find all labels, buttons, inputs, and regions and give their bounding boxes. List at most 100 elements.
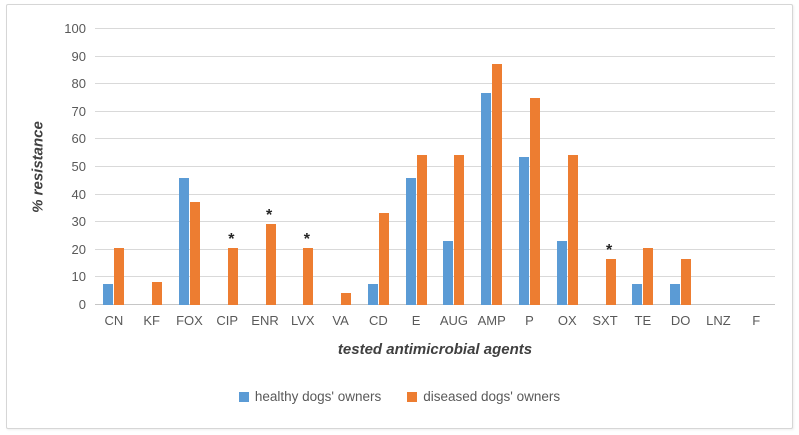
significance-asterisk-sxt: * [606, 241, 613, 259]
x-tick-label-ox: OX [557, 313, 577, 328]
bar-group-kf [133, 29, 171, 305]
bar-ox-series-0 [556, 241, 567, 305]
bar-group-p [511, 29, 549, 305]
x-axis-title: tested antimicrobial agents [337, 341, 533, 358]
x-tick-label-amp: AMP [477, 313, 506, 328]
y-tick-label-90: 90 [71, 48, 86, 64]
bar-do-series-1 [681, 258, 692, 305]
bar-cd-series-0 [367, 283, 378, 305]
bar-ox-series-1 [567, 155, 578, 305]
bar-lvx-series-1 [303, 247, 314, 305]
bar-enr-series-1 [265, 224, 276, 305]
bar-aug-series-1 [454, 155, 465, 305]
y-tick-label-70: 70 [71, 103, 86, 119]
bar-cn-series-0 [103, 283, 114, 305]
bar-va-series-1 [341, 293, 352, 305]
bar-group-fox [171, 29, 209, 305]
legend-item-0: healthy dogs' owners [238, 389, 382, 404]
x-axis-line [95, 304, 775, 305]
bar-group-va [322, 29, 360, 305]
bar-group-cn [95, 29, 133, 305]
y-tick-label-20: 20 [71, 241, 86, 257]
bar-group-te [624, 29, 662, 305]
legend-label: diseased dogs' owners [423, 389, 561, 404]
y-tick-label-0: 0 [78, 297, 86, 312]
plot-area: * * * * [95, 28, 775, 305]
x-tick-label-kf: KF [143, 313, 160, 328]
bar-group-cd [359, 29, 397, 305]
x-tick-label-f: F [752, 313, 761, 328]
bar-group-ox [548, 29, 586, 305]
significance-asterisk-lvx: * [303, 230, 311, 248]
bar-group-sxt: * [586, 29, 624, 305]
bar-sxt-series-1 [605, 258, 616, 305]
y-tick-label-50: 50 [71, 159, 86, 174]
x-tick-label-e: E [411, 313, 421, 328]
bar-fox-series-1 [189, 201, 200, 305]
bar-kf-series-1 [152, 282, 163, 305]
x-tick-label-sxt: SXT [592, 313, 618, 328]
gridline [95, 193, 775, 195]
legend-label: healthy dogs' owners [254, 389, 382, 404]
gridline [95, 55, 775, 57]
y-tick-label-10: 10 [71, 269, 86, 285]
bar-amp-series-0 [481, 92, 492, 305]
bar-aug-series-0 [443, 241, 454, 305]
chart-frame [6, 4, 793, 429]
x-tick-label-aug: AUG [439, 313, 468, 328]
gridline [95, 248, 775, 250]
y-tick-label-40: 40 [71, 186, 86, 202]
bar-te-series-1 [643, 247, 654, 305]
x-tick-label-enr: ENR [251, 313, 279, 328]
legend-item-1: diseased dogs' owners [407, 389, 560, 404]
x-tick-label-va: VA [332, 313, 349, 328]
x-tick-label-lvx: LVX [290, 313, 315, 328]
x-tick-label-lnz: LNZ [706, 313, 731, 328]
y-tick-label-60: 60 [71, 131, 86, 147]
bar-group-do [662, 29, 700, 305]
bar-group-f [737, 29, 775, 305]
bar-do-series-0 [670, 283, 681, 305]
bar-p-series-1 [529, 98, 540, 305]
gridline [95, 110, 775, 112]
x-tick-label-fox: FOX [176, 313, 203, 328]
bar-group-amp [473, 29, 511, 305]
x-tick-label-cn: CN [104, 313, 124, 328]
bar-group-aug [435, 29, 473, 305]
significance-asterisk-enr: * [266, 207, 273, 225]
y-tick-label-100: 100 [64, 21, 86, 36]
x-tick-label-p: P [525, 313, 534, 328]
x-tick-label-do: DO [670, 313, 691, 328]
bar-te-series-0 [632, 283, 643, 305]
x-tick-label-cd: CD [368, 313, 388, 328]
bar-amp-series-1 [492, 63, 503, 305]
bar-cd-series-1 [378, 213, 389, 305]
gridline [95, 138, 775, 140]
bar-group-lvx: * [284, 29, 322, 305]
bar-cip-series-1 [227, 247, 238, 305]
x-axis-tick-labels: CN KF FOX CIP ENR LVX VA CD E AUG AMP P OX SXT TE DO LNZ… [95, 313, 775, 328]
y-tick-label-80: 80 [71, 76, 86, 92]
bar-group-e [397, 29, 435, 305]
bar-e-series-0 [405, 177, 416, 305]
gridline [95, 28, 775, 29]
legend-swatch-icon [238, 391, 249, 402]
legend: healthy dogs' owners diseased dogs' owner… [0, 389, 799, 404]
bar-group-enr: * [246, 29, 284, 305]
gridline [95, 221, 775, 223]
gridline [95, 166, 775, 167]
bar-cn-series-1 [114, 247, 125, 305]
bar-groups: * * * * [95, 29, 775, 305]
x-tick-label-cip: CIP [216, 313, 239, 328]
bar-e-series-1 [416, 155, 427, 305]
y-axis-tick-labels: 0 10 20 30 40 50 60 70 80 90 100 [0, 21, 86, 312]
bar-fox-series-0 [178, 177, 189, 305]
y-tick-label-30: 30 [71, 214, 86, 230]
x-tick-label-te: TE [634, 313, 652, 328]
bar-p-series-0 [518, 156, 529, 305]
gridline [95, 276, 775, 278]
gridline [95, 83, 775, 85]
bar-group-cip: * [208, 29, 246, 305]
significance-asterisk-cip: * [228, 230, 235, 248]
bar-group-lnz [700, 29, 738, 305]
